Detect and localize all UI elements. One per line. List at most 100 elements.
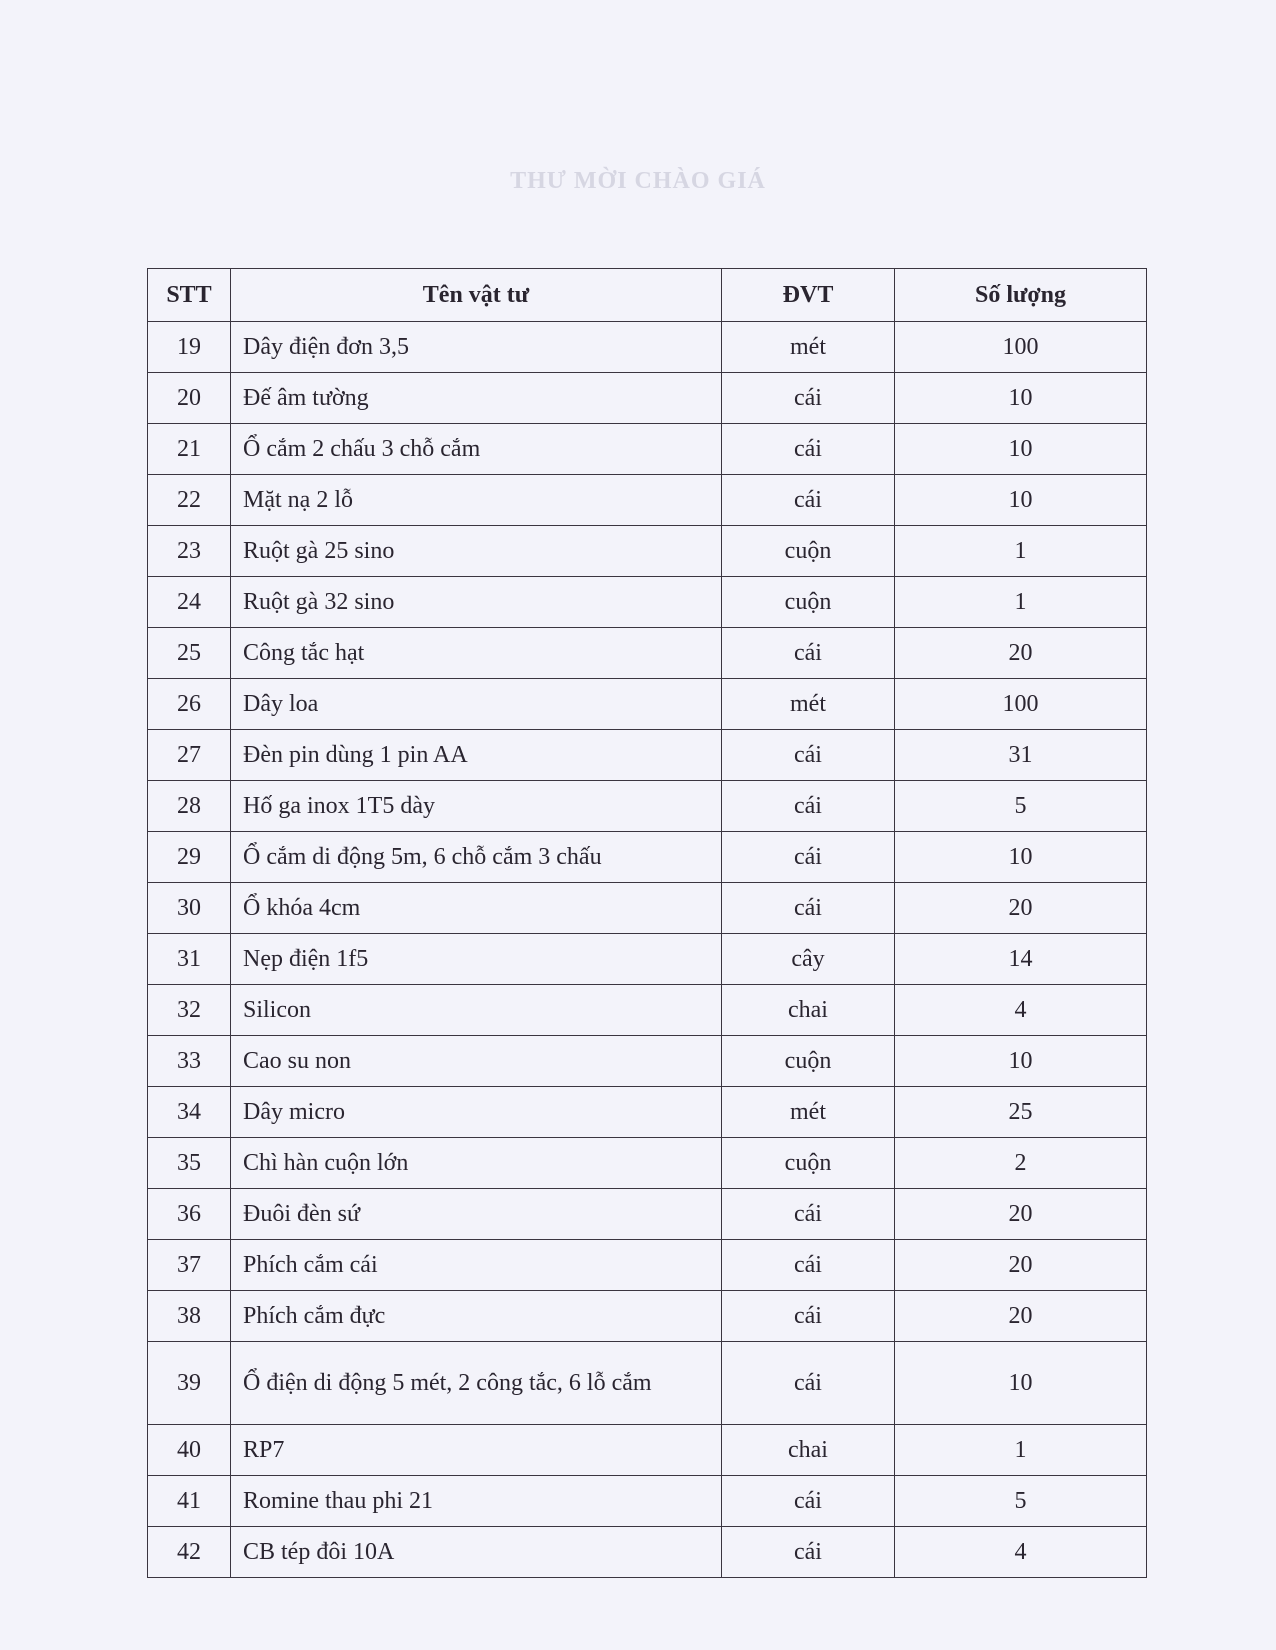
table-row: 29 Ổ cắm di động 5m, 6 chỗ cắm 3 chấu cái 1…	[147, 831, 1147, 883]
row-stt: 26	[147, 678, 231, 730]
table-row: 25 Công tắc hạt cái 20	[147, 627, 1147, 679]
row-stt: 20	[147, 372, 231, 424]
row-unit: mét	[721, 678, 895, 730]
row-qty: 20	[894, 882, 1147, 934]
row-qty: 5	[894, 1475, 1147, 1527]
row-name: Đế âm tường	[230, 372, 722, 424]
row-name: Ổ khóa 4cm	[230, 882, 722, 934]
row-qty: 25	[894, 1086, 1147, 1138]
row-qty: 10	[894, 831, 1147, 883]
row-name: Mặt nạ 2 lỗ	[230, 474, 722, 526]
row-qty: 100	[894, 678, 1147, 730]
row-unit: cái	[721, 1290, 895, 1342]
row-stt: 40	[147, 1424, 231, 1476]
row-unit: cuộn	[721, 576, 895, 628]
row-stt: 24	[147, 576, 231, 628]
table-row: 34 Dây micro mét 25	[147, 1086, 1147, 1138]
row-unit: cái	[721, 474, 895, 526]
row-name: CB tép đôi 10A	[230, 1526, 722, 1578]
row-name: Phích cắm cái	[230, 1239, 722, 1291]
table-row: 23 Ruột gà 25 sino cuộn 1	[147, 525, 1147, 577]
row-stt: 25	[147, 627, 231, 679]
row-name: RP7	[230, 1424, 722, 1476]
row-stt: 41	[147, 1475, 231, 1527]
table-row: 37 Phích cắm cái cái 20	[147, 1239, 1147, 1291]
row-name: Chì hàn cuộn lớn	[230, 1137, 722, 1189]
row-qty: 31	[894, 729, 1147, 781]
row-stt: 34	[147, 1086, 231, 1138]
row-unit: cái	[721, 1475, 895, 1527]
row-qty: 4	[894, 984, 1147, 1036]
row-unit: cái	[721, 780, 895, 832]
table-row: 36 Đuôi đèn sứ cái 20	[147, 1188, 1147, 1240]
table-row: 27 Đèn pin dùng 1 pin AA cái 31	[147, 729, 1147, 781]
row-unit: mét	[721, 1086, 895, 1138]
header-qty: Số lượng	[894, 268, 1147, 322]
row-name: Hố ga inox 1T5 dày	[230, 780, 722, 832]
row-name: Ổ điện di động 5 mét, 2 công tắc, 6 lỗ c…	[230, 1341, 722, 1425]
row-unit: cái	[721, 831, 895, 883]
row-name: Silicon	[230, 984, 722, 1036]
table-row: 21 Ổ cắm 2 chấu 3 chỗ cắm cái 10	[147, 423, 1147, 475]
row-qty: 100	[894, 321, 1147, 373]
row-unit: cái	[721, 423, 895, 475]
row-qty: 10	[894, 1035, 1147, 1087]
row-unit: cái	[721, 1239, 895, 1291]
row-name: Romine thau phi 21	[230, 1475, 722, 1527]
row-unit: cái	[721, 1341, 895, 1425]
row-qty: 20	[894, 627, 1147, 679]
table-row: 31 Nẹp điện 1f5 cây 14	[147, 933, 1147, 985]
table-row: 30 Ổ khóa 4cm cái 20	[147, 882, 1147, 934]
row-stt: 35	[147, 1137, 231, 1189]
table-row: 38 Phích cắm đực cái 20	[147, 1290, 1147, 1342]
row-unit: cái	[721, 1188, 895, 1240]
row-qty: 4	[894, 1526, 1147, 1578]
row-name: Dây micro	[230, 1086, 722, 1138]
row-qty: 10	[894, 372, 1147, 424]
header-name: Tên vật tư	[230, 268, 722, 322]
row-stt: 23	[147, 525, 231, 577]
table-row: 24 Ruột gà 32 sino cuộn 1	[147, 576, 1147, 628]
row-unit: chai	[721, 984, 895, 1036]
row-qty: 20	[894, 1188, 1147, 1240]
row-stt: 19	[147, 321, 231, 373]
row-qty: 14	[894, 933, 1147, 985]
row-name: Nẹp điện 1f5	[230, 933, 722, 985]
header-stt: STT	[147, 268, 231, 322]
row-stt: 37	[147, 1239, 231, 1291]
row-unit: cái	[721, 882, 895, 934]
table-row: 28 Hố ga inox 1T5 dày cái 5	[147, 780, 1147, 832]
row-stt: 29	[147, 831, 231, 883]
row-qty: 10	[894, 474, 1147, 526]
row-name: Đèn pin dùng 1 pin AA	[230, 729, 722, 781]
row-qty: 1	[894, 576, 1147, 628]
row-stt: 39	[147, 1341, 231, 1425]
row-unit: mét	[721, 321, 895, 373]
row-name: Dây loa	[230, 678, 722, 730]
row-stt: 32	[147, 984, 231, 1036]
row-stt: 28	[147, 780, 231, 832]
row-unit: cái	[721, 627, 895, 679]
row-qty: 1	[894, 525, 1147, 577]
row-qty: 10	[894, 423, 1147, 475]
row-name: Ổ cắm di động 5m, 6 chỗ cắm 3 chấu	[230, 831, 722, 883]
row-unit: cuộn	[721, 1035, 895, 1087]
table-row: 20 Đế âm tường cái 10	[147, 372, 1147, 424]
table-row: 22 Mặt nạ 2 lỗ cái 10	[147, 474, 1147, 526]
row-name: Đuôi đèn sứ	[230, 1188, 722, 1240]
materials-table: STT Tên vật tư ĐVT Số lượng 19 Dây điện đ…	[147, 268, 1147, 1578]
row-unit: cây	[721, 933, 895, 985]
table-header-row: STT Tên vật tư ĐVT Số lượng	[147, 268, 1147, 322]
row-unit: cái	[721, 1526, 895, 1578]
row-name: Cao su non	[230, 1035, 722, 1087]
row-qty: 20	[894, 1239, 1147, 1291]
row-unit: cuộn	[721, 1137, 895, 1189]
row-name: Ruột gà 25 sino	[230, 525, 722, 577]
row-qty: 2	[894, 1137, 1147, 1189]
row-unit: cuộn	[721, 525, 895, 577]
table-row: 26 Dây loa mét 100	[147, 678, 1147, 730]
row-qty: 5	[894, 780, 1147, 832]
row-stt: 22	[147, 474, 231, 526]
row-unit: cái	[721, 729, 895, 781]
table-row: 41 Romine thau phi 21 cái 5	[147, 1475, 1147, 1527]
